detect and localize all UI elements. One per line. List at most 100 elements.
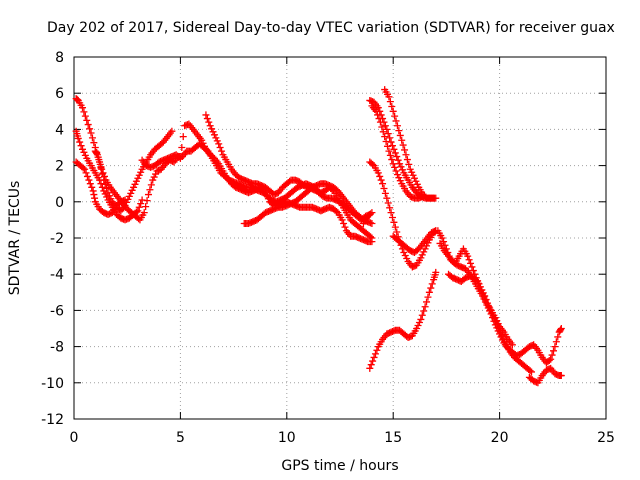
data-point: [388, 102, 396, 110]
series-arc-k: [381, 86, 440, 202]
data-point: [379, 180, 387, 188]
y-tick-label: 8: [55, 50, 64, 66]
data-point: [80, 148, 88, 156]
data-point: [99, 169, 107, 177]
data-point: [410, 174, 418, 182]
data-point: [491, 314, 499, 322]
data-point: [79, 164, 87, 172]
data-point: [83, 116, 91, 124]
data-point: [86, 180, 94, 188]
data-point: [392, 167, 400, 175]
data-point: [398, 136, 406, 144]
data-point: [391, 112, 399, 120]
data-point: [374, 169, 382, 177]
data-point: [391, 163, 399, 171]
data-point: [369, 160, 377, 168]
data-point: [494, 320, 502, 328]
data-point: [210, 131, 218, 139]
data-point: [396, 177, 404, 185]
data-point: [469, 267, 477, 275]
data-point: [199, 139, 207, 147]
data-point: [81, 165, 89, 173]
data-point: [127, 189, 135, 197]
data-point: [79, 104, 87, 112]
data-point: [212, 134, 220, 142]
data-point: [438, 234, 446, 242]
data-point: [81, 151, 89, 159]
data-point: [412, 177, 420, 185]
data-point: [81, 112, 89, 120]
data-point: [376, 118, 384, 126]
series-arc-b: [72, 127, 146, 224]
data-point: [132, 177, 140, 185]
data-point: [90, 139, 98, 147]
data-point: [128, 186, 136, 194]
data-point: [213, 137, 221, 145]
data-point: [216, 144, 224, 151]
data-point: [381, 122, 389, 130]
data-point: [387, 209, 395, 217]
data-point: [415, 318, 423, 326]
data-point: [152, 170, 160, 178]
data-point: [179, 133, 187, 141]
data-point: [264, 195, 272, 203]
data-point: [414, 321, 422, 329]
data-point: [526, 367, 534, 375]
data-point: [140, 209, 148, 217]
data-point: [135, 171, 143, 179]
data-point: [393, 122, 401, 130]
data-point: [427, 284, 435, 292]
data-point: [93, 150, 101, 158]
data-point: [178, 144, 186, 151]
data-point: [508, 341, 516, 349]
y-tick-label: 6: [55, 86, 64, 102]
data-point: [97, 180, 105, 188]
data-point: [371, 350, 379, 358]
axis-ticks: [73, 56, 607, 420]
y-tick-label: -12: [41, 412, 64, 428]
data-point: [550, 347, 558, 355]
y-tick-label: 2: [55, 159, 64, 175]
data-point: [379, 128, 387, 136]
data-point: [366, 364, 374, 372]
data-point: [77, 142, 85, 150]
y-axis-title: SDTVAR / TECUs: [7, 181, 23, 296]
data-point: [406, 165, 414, 173]
grid-lines: [74, 57, 606, 419]
x-axis-title: GPS time / hours: [281, 458, 398, 474]
data-point: [98, 183, 106, 191]
data-point: [380, 185, 388, 193]
series-arc-g: [240, 180, 376, 228]
data-point: [218, 147, 226, 155]
data-point: [368, 234, 376, 242]
data-point: [391, 223, 399, 231]
data-point: [130, 183, 138, 191]
data-point: [393, 171, 401, 179]
data-point: [202, 111, 210, 119]
data-point: [408, 168, 416, 176]
data-point: [385, 93, 393, 101]
data-point: [90, 191, 98, 199]
data-point: [135, 203, 143, 211]
data-point: [528, 368, 536, 376]
data-point: [83, 172, 91, 180]
data-point: [381, 189, 389, 197]
data-point: [378, 123, 386, 131]
data-point: [134, 207, 142, 215]
data-point: [377, 176, 385, 184]
data-point: [89, 187, 97, 195]
data-point: [368, 220, 376, 228]
data-point: [370, 353, 378, 361]
data-point: [98, 165, 106, 173]
data-point: [76, 138, 84, 146]
data-point: [369, 357, 377, 365]
data-point: [394, 156, 402, 164]
data-point: [384, 199, 392, 207]
data-point: [403, 255, 411, 263]
data-point: [545, 356, 553, 364]
data-point: [147, 181, 155, 189]
data-point: [425, 288, 433, 296]
data-point: [440, 238, 448, 246]
x-tick-label: 20: [491, 430, 509, 446]
data-point: [131, 180, 139, 188]
